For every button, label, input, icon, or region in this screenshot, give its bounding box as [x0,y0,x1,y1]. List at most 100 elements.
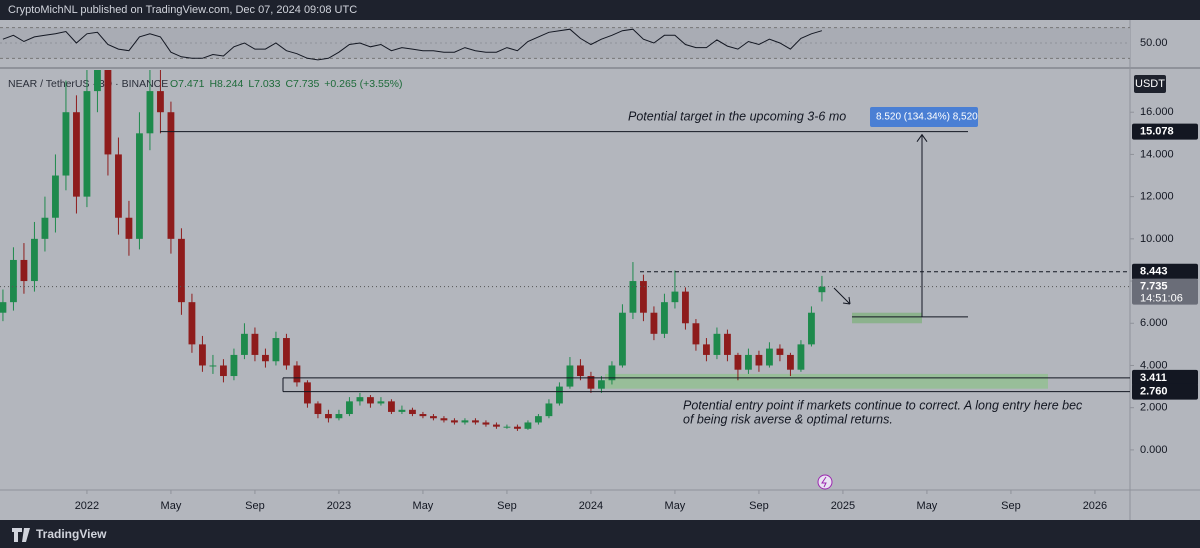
candle-body [587,376,595,389]
rsi-tick-label: 50.00 [1140,37,1168,49]
candle-body [503,426,511,428]
candle-body [608,365,616,381]
y-tick-label: 6.000 [1140,317,1168,329]
candle-body [493,424,500,427]
countdown: 14:51:06 [1140,293,1183,305]
candle-body [356,397,364,402]
price-badge [1132,369,1198,386]
zone [852,312,922,324]
price-label: 7.735 [1140,281,1168,293]
candle-body [472,420,479,423]
candle-body [41,217,49,239]
y-tick-label: 14.000 [1140,148,1174,160]
price-label: 2.760 [1140,386,1168,398]
candle-body [461,420,469,423]
candle-body [640,281,647,313]
candle-body [797,344,805,370]
x-tick-label: May [413,500,434,512]
x-tick-label: May [665,500,686,512]
x-tick-label: Sep [749,500,769,512]
candle-body [629,281,637,313]
x-tick-label: May [917,500,938,512]
y-tick-label: 16.000 [1140,106,1174,118]
y-tick-label: 10.000 [1140,233,1174,245]
event-icon [821,476,827,488]
candle-body [20,259,28,282]
candle-body [325,414,332,419]
candle-body [440,418,448,421]
candle-body [31,238,38,282]
candle-body [283,338,290,366]
candle-body [451,420,458,423]
candle-body [808,312,815,345]
annotation: of being risk averse & optimal returns. [683,412,893,426]
price-label: 3.411 [1140,372,1167,384]
currency: USDT [1135,78,1165,90]
x-tick-label: 2022 [75,500,99,512]
candle-body [398,409,406,412]
candle-body [157,91,164,113]
currency-badge [1134,75,1166,93]
ohlc-label: L7.033 [248,78,280,90]
ohlc-label: C7.735 [285,78,319,90]
y-tick-label: 2.000 [1140,402,1168,414]
event-icon [817,474,833,490]
annotation: Potential target in the upcoming 3-6 mo [628,109,846,123]
candle-body [346,401,353,415]
candle-body [167,112,175,239]
brand: TradingView [36,527,107,541]
candle-body [104,70,112,155]
x-tick-label: 2026 [1083,500,1107,512]
legend: NEAR / TetherUS · 3D · BINANCE [8,78,168,90]
candle-body [367,397,374,404]
measure-badge [870,107,978,127]
brand-logo [12,528,30,542]
candle-body [188,302,196,345]
candle-body [577,365,584,377]
price-badge [1132,123,1198,140]
candle-body [62,112,70,176]
candle-body [766,348,773,366]
candle-body [83,91,91,197]
candle-body [619,312,626,366]
x-tick-label: 2023 [327,500,351,512]
candle-body [209,365,217,367]
price-badge [1132,263,1198,280]
candle-body [409,409,416,415]
candle-body [314,403,322,415]
candle-body [388,401,395,412]
candle-body [335,414,343,419]
target-arrow-head [916,133,928,142]
candle-body [482,422,490,425]
price-badge [1132,278,1198,305]
chart-background [0,20,1200,520]
candle-body [293,365,301,383]
candle-body [545,403,553,417]
price-badge [1132,383,1198,400]
candle-body [524,422,532,429]
candle-body [304,382,311,404]
candle-body [671,291,679,303]
candle-body [818,286,826,293]
y-tick-label: 0.000 [1140,444,1168,456]
candle-body [262,354,269,362]
y-tick-label: 4.000 [1140,359,1168,371]
candle-body [745,354,752,370]
candle-body [514,426,521,429]
candle-body [598,380,605,389]
candle-body [136,133,143,239]
candle-body [419,414,427,417]
x-tick-label: Sep [245,500,265,512]
x-tick-label: Sep [1001,500,1021,512]
candle-body [125,217,133,239]
candle-body [430,416,437,419]
candle-body [10,259,17,303]
candle-body [724,333,731,355]
candle-body [661,302,668,334]
candle-body [787,354,794,370]
candle-body [230,354,238,377]
candle-body [94,70,101,92]
candle-body [0,302,7,313]
x-tick-label: 2025 [831,500,855,512]
